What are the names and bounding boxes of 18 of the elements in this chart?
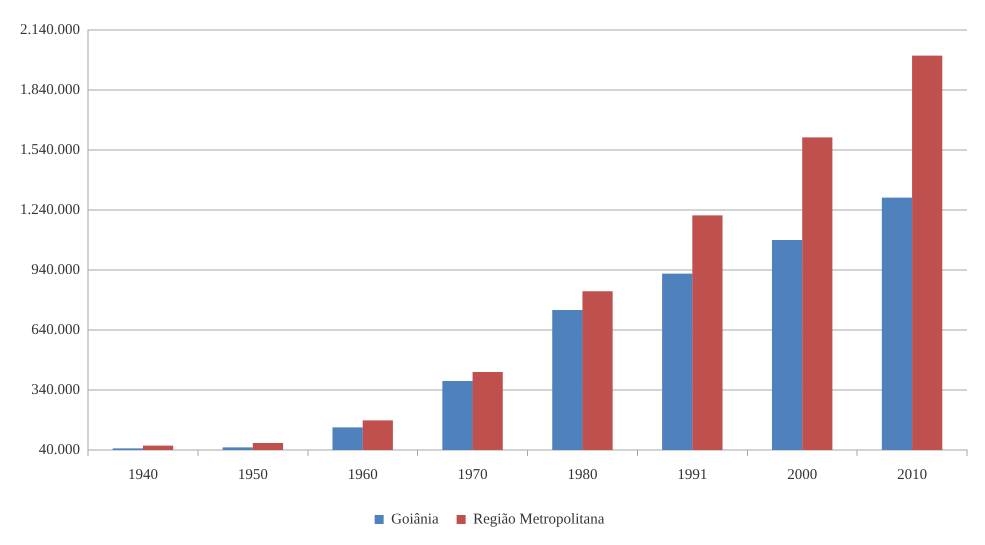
y-tick-label: 640.000 bbox=[31, 322, 80, 338]
x-tick-label: 1991 bbox=[677, 466, 708, 483]
legend-label: Goiânia bbox=[391, 511, 439, 528]
x-tick-label: 1960 bbox=[348, 466, 378, 483]
legend-label: Região Metropolitana bbox=[473, 511, 605, 528]
y-tick-label: 40.000 bbox=[38, 442, 80, 458]
y-tick-label: 2.140.000 bbox=[20, 22, 80, 38]
y-tick-label: 1.840.000 bbox=[20, 82, 80, 98]
y-tick-label: 1.240.000 bbox=[20, 202, 80, 218]
y-tick-label: 340.000 bbox=[31, 382, 80, 398]
y-tick-label: 1.540.000 bbox=[20, 142, 80, 158]
x-tick-label: 1980 bbox=[567, 466, 598, 483]
y-tick-label: 940.000 bbox=[31, 262, 80, 278]
x-tick-label: 1950 bbox=[238, 466, 268, 483]
x-tick-label: 1970 bbox=[458, 466, 488, 483]
x-tick-label: 2000 bbox=[787, 466, 818, 483]
x-tick-label: 1940 bbox=[128, 466, 158, 483]
x-tick-label: 2010 bbox=[897, 466, 928, 483]
